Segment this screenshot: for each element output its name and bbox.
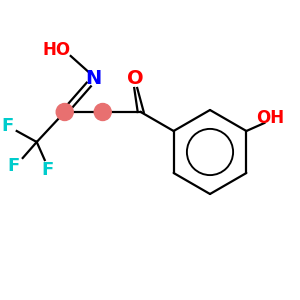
Circle shape: [56, 103, 73, 121]
Text: HO: HO: [43, 41, 71, 59]
Text: F: F: [2, 117, 14, 135]
Text: OH: OH: [256, 109, 284, 127]
Text: O: O: [128, 68, 144, 88]
Text: N: N: [85, 70, 102, 88]
Text: F: F: [42, 161, 54, 179]
Text: F: F: [8, 157, 20, 175]
Circle shape: [94, 103, 111, 121]
